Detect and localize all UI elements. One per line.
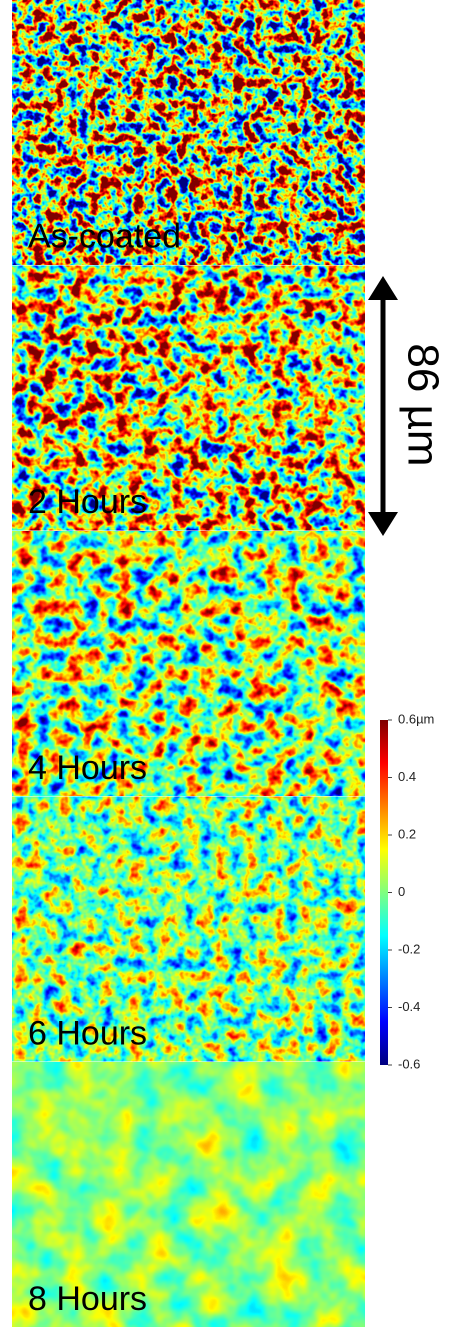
colorbar-tick-label: 0.2 xyxy=(398,826,416,841)
colorbar-tick-label: -0.6 xyxy=(398,1056,420,1071)
colorbar-tick-label: 0.4 xyxy=(398,769,416,784)
height-map xyxy=(12,796,365,1062)
colorbar-tick-label: -0.4 xyxy=(398,999,420,1014)
panel-label: As-coated xyxy=(28,218,181,256)
colorbar-tick-label: -0.2 xyxy=(398,941,420,956)
height-map xyxy=(12,265,365,531)
height-map xyxy=(12,531,365,796)
panel-label: 4 Hours xyxy=(28,749,147,787)
height-map xyxy=(12,1062,365,1327)
colorbar xyxy=(380,720,388,1065)
height-map xyxy=(12,0,365,265)
panel-label: 2 Hours xyxy=(28,483,147,521)
panel-label: 8 Hours xyxy=(28,1280,147,1318)
colorbar-tick-label: 0.6µm xyxy=(398,711,434,726)
scale-bar-label: 86 µm xyxy=(398,343,447,466)
panel-label: 6 Hours xyxy=(28,1014,147,1052)
scale-bar: 86 µm xyxy=(368,276,447,536)
colorbar-tick-label: 0 xyxy=(398,884,405,899)
